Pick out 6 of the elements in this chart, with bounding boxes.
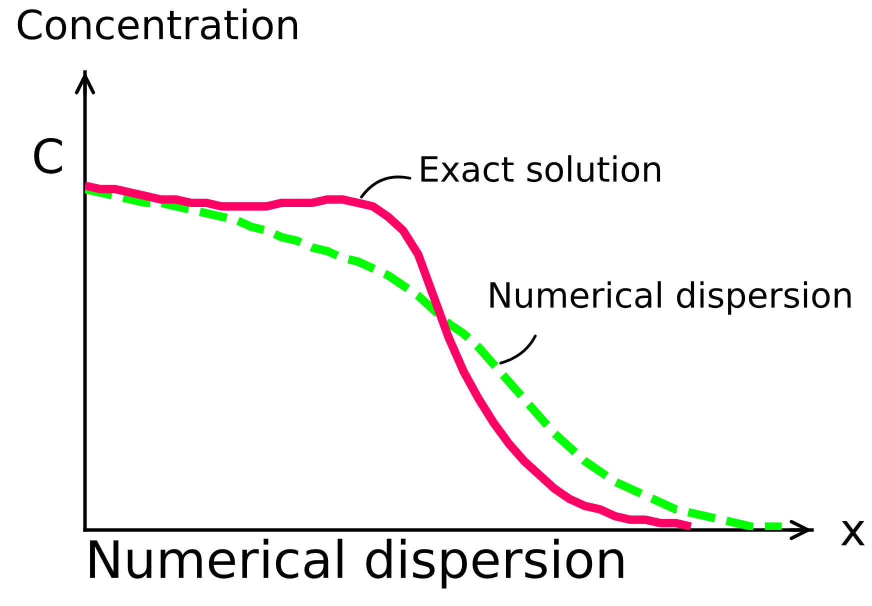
series-label: Numerical dispersion xyxy=(490,281,851,315)
y-axis-title: Concentration xyxy=(18,8,298,40)
x-axis-title: x xyxy=(841,520,865,546)
series-label: Exact solution xyxy=(421,155,660,182)
text: C xyxy=(34,138,62,174)
text: Numerical dispersion xyxy=(90,538,624,589)
